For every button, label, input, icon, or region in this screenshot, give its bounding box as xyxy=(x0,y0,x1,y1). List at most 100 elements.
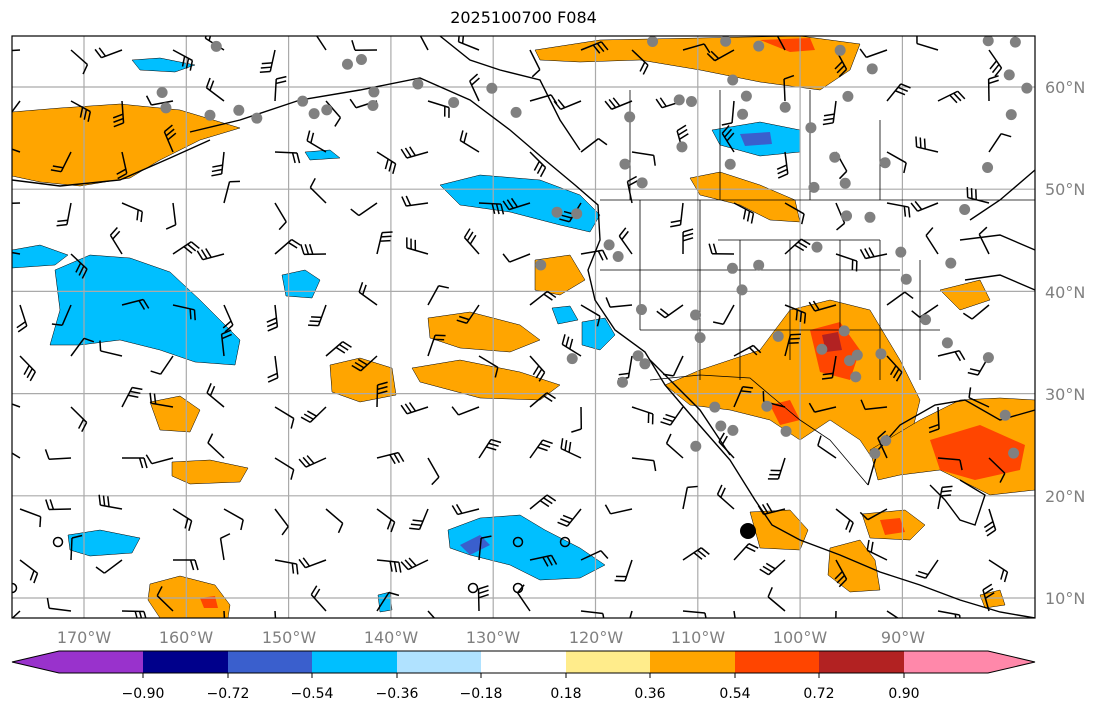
barb-flag xyxy=(859,48,867,58)
barb-shaft xyxy=(529,94,552,102)
barb-flag xyxy=(721,435,728,446)
wind-barb xyxy=(95,559,123,574)
wind-barb xyxy=(109,226,123,255)
barb-shaft xyxy=(458,406,480,416)
wind-barb xyxy=(718,432,735,459)
barb-flag xyxy=(409,146,416,156)
barb-flag xyxy=(834,571,843,580)
barb-flag xyxy=(291,563,295,574)
wind-barb xyxy=(988,457,1006,483)
barb-flag xyxy=(109,226,118,236)
barb-flag xyxy=(812,300,820,311)
colorbar-tick-label: 0.72 xyxy=(803,686,834,702)
barb-flag xyxy=(597,250,604,261)
barb-flag xyxy=(204,36,207,39)
barb-flag xyxy=(412,519,424,522)
barb-flag xyxy=(469,234,477,245)
station-dot xyxy=(412,78,424,90)
lon-label: 120°W xyxy=(569,628,624,647)
barb-flag xyxy=(877,430,887,439)
barb-flag xyxy=(1000,569,1005,580)
wind-barb xyxy=(45,499,72,511)
barb-flag xyxy=(704,612,707,618)
wind-barb xyxy=(121,298,150,310)
barb-flag xyxy=(870,541,874,553)
barb-flag xyxy=(224,324,234,333)
wind-barb xyxy=(223,180,241,204)
colorbar-tick-label: −0.36 xyxy=(376,686,419,702)
wind-barb xyxy=(172,508,193,531)
barb-shaft xyxy=(315,36,327,51)
barb-flag xyxy=(156,586,163,597)
wind-barb xyxy=(406,237,429,255)
barb-shaft xyxy=(478,538,482,561)
barb-shaft xyxy=(376,384,379,408)
wind-barb xyxy=(150,355,174,375)
barb-flag xyxy=(494,367,499,378)
wind-barb xyxy=(19,355,36,382)
barb-flag xyxy=(455,504,463,514)
barb-shaft xyxy=(48,457,72,460)
wind-barb xyxy=(860,399,888,411)
barb-flag xyxy=(957,90,966,100)
barb-flag xyxy=(56,223,68,227)
barb-flag xyxy=(196,250,204,261)
wind-barb xyxy=(834,559,848,588)
barb-flag xyxy=(116,168,127,175)
barb-shaft xyxy=(274,151,298,154)
colorbar-tick-label: −0.18 xyxy=(460,686,503,702)
barb-flag xyxy=(808,301,816,312)
barb-flag xyxy=(967,371,979,376)
barb-flag xyxy=(697,549,707,558)
wind-barb xyxy=(274,406,295,429)
barb-flag xyxy=(51,323,63,326)
wind-barb xyxy=(376,591,400,612)
wind-barb xyxy=(206,383,225,408)
wind-barb xyxy=(172,304,196,321)
wind-barb xyxy=(267,355,279,383)
barb-flag xyxy=(183,246,193,254)
barb-flag xyxy=(682,237,694,242)
barb-flag xyxy=(310,585,318,596)
barb-flag xyxy=(389,561,393,572)
barb-flag xyxy=(550,554,558,565)
barb-shaft xyxy=(722,304,735,325)
barb-flag xyxy=(538,372,546,382)
barb-flag xyxy=(95,566,105,574)
wind-barb xyxy=(910,200,939,212)
lon-label: 140°W xyxy=(364,628,419,647)
barb-flag xyxy=(205,77,211,89)
barb-flag xyxy=(215,624,225,628)
barb-shaft xyxy=(682,43,705,51)
barb-flag xyxy=(99,340,102,351)
barb-flag xyxy=(708,243,713,254)
wind-barb xyxy=(822,100,837,126)
barb-flag xyxy=(752,344,762,354)
wind-barb xyxy=(274,457,295,480)
colorbar-tick-label: 0.36 xyxy=(634,686,665,702)
wind-barb xyxy=(733,610,736,618)
barb-flag xyxy=(78,265,85,276)
colorbar-ticks: −0.90 −0.72 −0.54 −0.36 −0.18 0.18 0.36 … xyxy=(122,686,920,702)
barb-flag xyxy=(500,203,505,215)
wind-barb xyxy=(274,508,289,536)
barb-shaft xyxy=(610,304,633,308)
barb-flag xyxy=(836,222,846,231)
barb-flag xyxy=(386,519,392,530)
barb-flag xyxy=(516,584,525,594)
station-dot xyxy=(811,241,823,253)
barb-flag xyxy=(542,439,553,445)
barb-shaft xyxy=(151,457,174,465)
wind-barb xyxy=(604,97,633,110)
wind-barb xyxy=(376,559,402,573)
barb-flag xyxy=(291,152,296,164)
wind-barb xyxy=(859,48,888,59)
wind-barb xyxy=(12,49,21,52)
lat-label: 60°N xyxy=(1045,78,1085,97)
barb-flag xyxy=(209,80,215,91)
barb-shaft xyxy=(971,304,990,320)
barb-shaft xyxy=(207,442,225,459)
station-dot xyxy=(690,309,702,321)
wind-barb xyxy=(451,504,480,516)
